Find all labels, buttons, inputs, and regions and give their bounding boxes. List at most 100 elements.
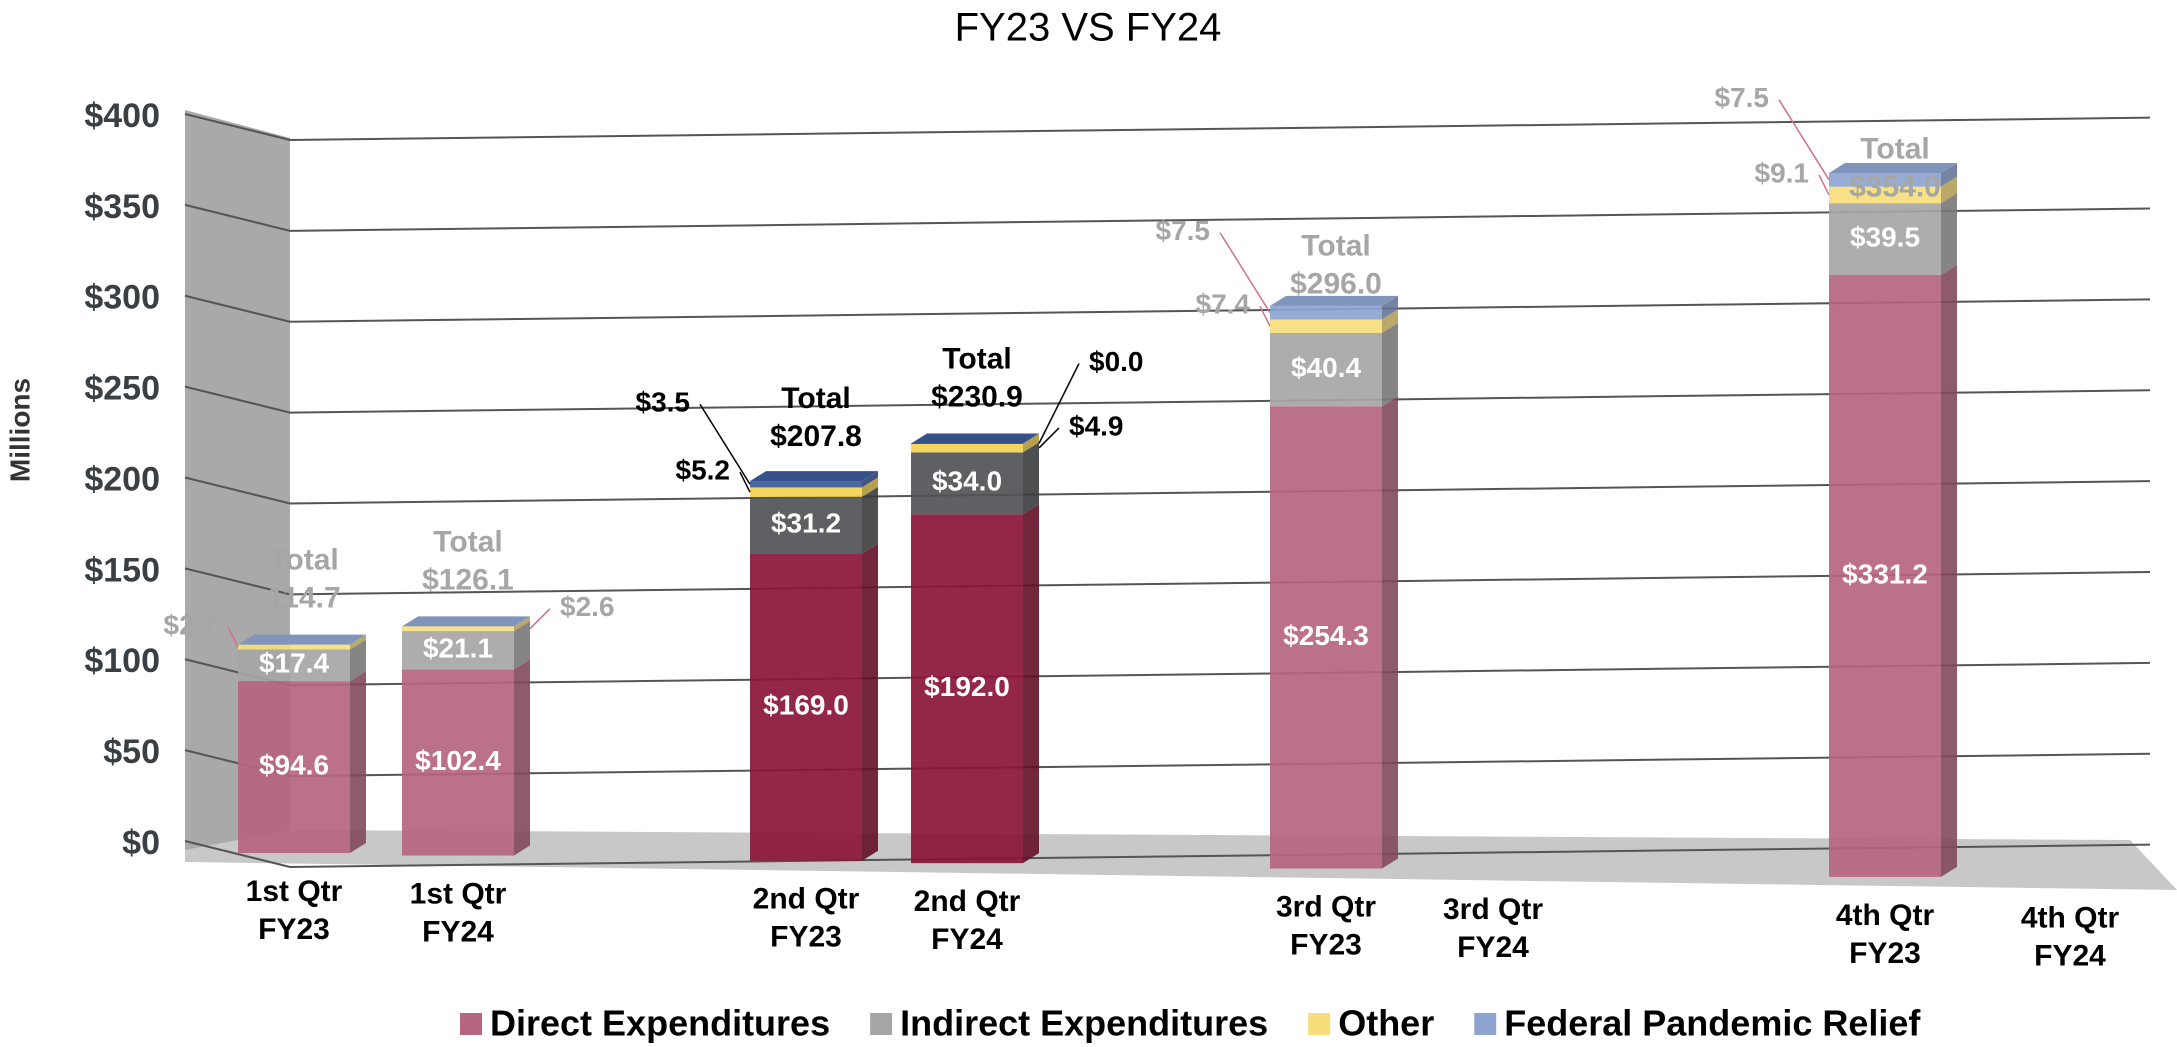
y-tick-label: $0 [122,824,160,862]
total-caption: Total [781,382,850,415]
legend-swatch [1474,1013,1497,1035]
bar [911,452,1023,515]
x-tick-line: 4th Qtr [2021,902,2120,935]
bar-side [350,634,366,650]
total-label: $207.8 [770,420,862,453]
data-label: $2.6 [560,591,615,622]
data-label: $254.3 [1283,620,1369,651]
legend-label: Direct Expenditures [490,1003,830,1044]
data-label: $7.4 [1196,289,1251,320]
bar-side [1941,163,1957,187]
bar [1270,305,1382,320]
bar-side [1023,504,1039,864]
total-caption: Total [433,525,502,558]
y-tick-label: $400 [84,97,160,135]
bar-side [1941,176,1957,204]
x-tick-line: 4th Qtr [1836,899,1935,932]
data-label: $9.1 [1755,157,1810,188]
x-tick-line: 1st Qtr [246,875,343,908]
bar-side [1382,322,1398,407]
bar [238,681,350,854]
bar [750,553,862,861]
data-label: $102.4 [415,745,501,776]
leader-line [1778,99,1830,181]
bar [402,631,514,670]
grid-line [184,113,291,141]
total-caption: Total [1301,229,1370,262]
bar-side [514,621,530,670]
legend-swatch [1308,1013,1331,1035]
legend-label: Indirect Expenditures [900,1003,1268,1044]
total-caption: Total [1860,132,1929,165]
data-label: $3.5 [636,387,691,418]
bar-side [862,477,878,497]
bar [1270,319,1382,333]
bar-top [238,634,366,645]
total-label: $230.9 [931,380,1023,413]
y-tick-label: $200 [84,460,160,498]
data-label: $31.2 [771,508,841,539]
data-label: $331.2 [1842,558,1928,589]
data-label: $7.5 [1715,82,1770,113]
bar-side [1023,433,1039,453]
bar-side [1941,264,1957,877]
bar-top [1270,295,1398,306]
x-tick-line: FY23 [770,921,842,954]
bar-top [911,433,1039,444]
x-tick-line: 2nd Qtr [914,885,1021,918]
bar-side [514,659,530,856]
y-tick-label: $250 [84,370,160,408]
x-tick-label: 2nd Qtr FY24 [914,885,1021,956]
leader-line [1219,232,1271,314]
bar [1829,274,1941,877]
bar-side [350,639,366,682]
leader-line [1818,174,1830,196]
x-tick-label: 3rd Qtr FY23 [1276,890,1376,961]
data-label: $169.0 [763,690,849,721]
data-label: $34.0 [932,466,1002,497]
data-label: $2.7 [164,609,219,640]
data-label: $17.4 [259,648,329,679]
leader-line [227,626,239,648]
bar [750,481,862,488]
x-tick-line: FY24 [2034,940,2106,973]
grid-line [184,840,291,868]
leader-line [1038,427,1060,449]
leader-line [1259,305,1271,327]
leader-line [529,608,551,630]
bar [750,496,862,554]
x-tick-label: 4th Qtr FY23 [1836,899,1935,970]
x-tick-label: 2nd Qtr FY23 [753,883,860,954]
bar-side [1382,396,1398,869]
bar-side [350,671,366,854]
data-label: $40.4 [1291,352,1361,383]
x-tick-label: 1st Qtr FY24 [410,877,507,948]
bar-top [750,471,878,482]
data-label: $7.5 [1156,215,1211,246]
data-label: $0.0 [1089,346,1144,377]
leader-line [1038,363,1080,444]
bar [1829,186,1941,204]
legend-label: Federal Pandemic Relief [1504,1003,1921,1044]
x-tick-line: FY24 [931,923,1003,956]
data-label: $39.5 [1850,221,1920,252]
x-tick-line: FY23 [1290,928,1362,961]
bar-side [1941,193,1957,275]
bar-side [862,471,878,488]
bar-side [1023,442,1039,515]
grid-line [184,203,291,232]
bar-side [514,616,530,632]
bar-side [1382,309,1398,333]
grid-line [184,385,291,414]
x-tick-label: 1st Qtr FY23 [246,875,343,946]
grid-line [184,476,291,505]
y-tick-label: $100 [84,642,160,680]
bar-side [862,486,878,554]
floor [185,830,2177,890]
leader-line [699,403,751,485]
bar [238,644,350,650]
bar [1829,203,1941,275]
y-tick-label: $150 [84,551,160,589]
bar [402,626,514,632]
x-tick-line: FY23 [258,913,330,946]
